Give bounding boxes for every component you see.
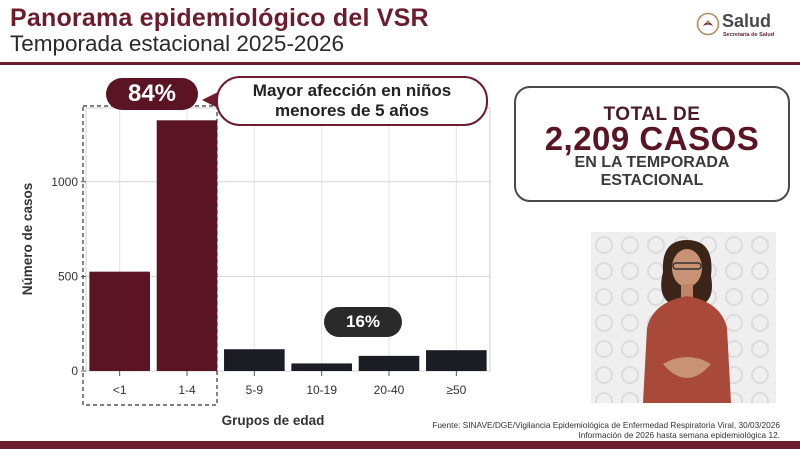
cases-by-age-chart: 0 500 1000 <1 1-4 5-9 10-19 20-40 ≥50 Número de … [20, 105, 491, 428]
y-tick-label: 500 [58, 269, 78, 283]
x-tick-label: 1-4 [178, 383, 196, 397]
eagle-emblem-icon [696, 12, 720, 36]
percent-16-badge: 16% [324, 307, 402, 337]
page-title: Panorama epidemiológico del VSR [10, 4, 429, 32]
total-label: TOTAL DE [603, 104, 701, 125]
source-line-2: Información de 2026 hasta semana epidemi… [578, 430, 780, 440]
total-caption-line-2: ESTACIONAL [600, 172, 704, 189]
bar-2 [224, 349, 285, 371]
callout-line-1: Mayor afección en niños [252, 81, 452, 100]
bar-5 [426, 350, 487, 371]
callout-line-2: menores de 5 años [274, 101, 429, 120]
bar-3 [291, 363, 352, 371]
bar-4 [358, 355, 420, 371]
total-caption: EN LA TEMPORADA ESTACIONAL [516, 154, 788, 190]
footer-bar [0, 441, 800, 449]
logo-subtext: Secretaría de Salud [723, 32, 775, 38]
interpreter-figure [591, 232, 776, 403]
source-note: Fuente: SINAVE/DGE/Vigilancia Epidemioló… [380, 420, 780, 440]
x-tick-label: <1 [113, 383, 127, 397]
salud-logo: Salud Secretaría de Salud [696, 10, 792, 46]
y-tick-label: 0 [71, 364, 78, 378]
total-value: 2,209 CASOS [544, 120, 760, 157]
total-cases-card: TOTAL DE 2,209 CASOS EN LA TEMPORADA EST… [514, 86, 790, 202]
page-subtitle: Temporada estacional 2025-2026 [10, 31, 344, 56]
sign-language-interpreter [591, 232, 776, 403]
y-tick-label: 1000 [51, 175, 78, 189]
logo-word: Salud [722, 11, 772, 31]
x-tick-label: 5-9 [246, 383, 264, 397]
header-divider [0, 62, 800, 65]
bar-1 [156, 120, 218, 372]
total-caption-line-1: EN LA TEMPORADA [574, 154, 730, 171]
source-line-1: Fuente: SINAVE/DGE/Vigilancia Epidemioló… [432, 420, 780, 430]
x-tick-label: 20-40 [374, 383, 405, 397]
x-tick-label: 10-19 [306, 383, 337, 397]
callout-tail [202, 92, 218, 108]
percent-84-badge: 84% [106, 78, 198, 110]
x-axis-title: Grupos de edad [222, 413, 325, 428]
chart-ticks: 0 500 1000 <1 1-4 5-9 10-19 20-40 ≥50 [51, 175, 466, 397]
bar-0 [89, 271, 150, 371]
chart-bars [89, 120, 487, 372]
callout-bubble: Mayor afección en niños menores de 5 año… [216, 76, 488, 126]
x-tick-label: ≥50 [446, 383, 466, 397]
y-axis-title: Número de casos [20, 183, 35, 296]
